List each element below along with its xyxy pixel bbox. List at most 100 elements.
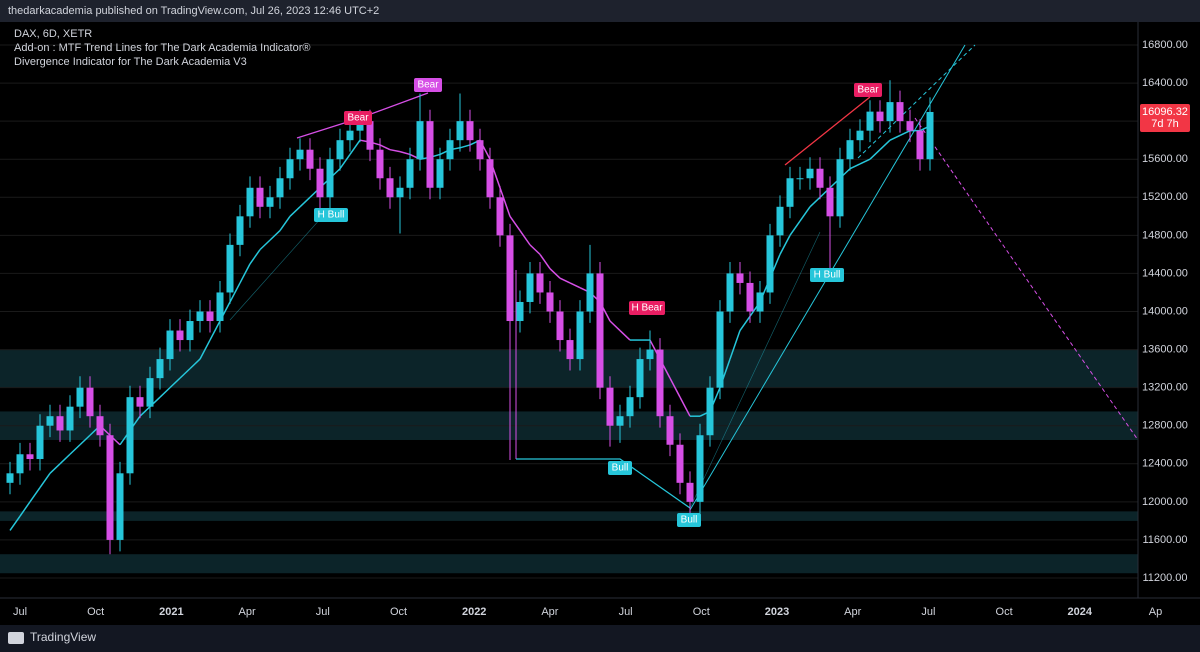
candle-body [546,292,554,312]
ma-segment [9,515,21,531]
candle-body [646,349,654,360]
candle-body [516,301,524,322]
candle-body [236,216,244,245]
candle-body [116,473,124,540]
candle-body [896,102,904,122]
candle-body [376,149,384,179]
candle-body [136,397,144,407]
candle-body [146,378,154,407]
ma-segment [669,377,681,398]
ma-segment [509,215,521,232]
candle-body [296,149,304,160]
candle-body [566,340,574,360]
y-tick-label: 14000.00 [1142,305,1188,317]
legend-indicator: Divergence Indicator for The Dark Academ… [14,56,247,68]
ma-segment [779,235,791,255]
header-text: thedarkacademia published on TradingView… [8,5,379,17]
ma-segment [849,163,861,170]
candle-body [866,111,874,131]
candle-body [666,416,674,445]
candle-body [76,387,84,407]
annotation: Bull [681,515,698,526]
candle-body [96,416,104,436]
candle-body [816,168,824,188]
candle-body [56,416,64,431]
ma-segment [69,444,81,455]
candle-body [796,178,804,180]
candle-body [316,168,324,198]
ma-segment [169,377,181,389]
annotations: Bear Bear H Bull H Bear Bull Bull H Bull… [314,78,882,527]
candle-body [766,235,774,293]
ma-segment [289,206,301,217]
candle-body [526,273,534,302]
ma-segment [29,487,41,503]
zone [0,511,1138,521]
ma-segment [739,315,751,331]
ma-segment [339,154,351,170]
candle-body [286,159,294,179]
x-tick-label: Apr [239,606,256,618]
legend-symbol: DAX, 6D, XETR [14,28,92,40]
candle-body [6,473,14,483]
candle-body [556,311,564,341]
candle-body [306,149,314,169]
candle-body [876,111,884,122]
candle-body [66,406,74,431]
ma-segment [519,230,531,246]
ma-segment [59,453,71,465]
ma-segment [789,220,801,236]
candle-body [806,168,814,179]
x-tick-label: Jul [921,606,935,618]
candle-body [426,121,434,188]
ma-segment [879,139,891,151]
ma-segment [549,268,561,279]
candle-body [716,311,724,388]
ma-segment [19,501,31,517]
y-tick-label: 15200.00 [1142,191,1188,203]
ma-segment [379,144,391,151]
candle-body [216,292,224,322]
candle-body [36,425,44,460]
x-tick-label: Jul [13,606,27,618]
candle-body [856,130,864,141]
ma-segment [209,320,221,341]
candle-body [626,397,634,417]
x-tick-label: Jul [619,606,633,618]
x-tick-label: Oct [390,606,407,618]
candle-body [926,111,934,160]
x-tick-label: 2024 [1068,606,1093,618]
ma-segment [889,134,901,141]
ma-segment [49,463,61,474]
ma-segment [179,368,191,379]
ma-segment [199,339,211,360]
candle-body [436,159,444,188]
x-tick-label: 2023 [765,606,789,618]
x-tick-label: Ap [1149,606,1162,618]
zone [0,554,1138,574]
candle-body [456,121,464,141]
candle-body [726,273,734,312]
candle-body [396,187,404,198]
ma-segment [229,282,241,303]
y-tick-label: 12400.00 [1142,458,1188,470]
annotation: H Bear [631,303,663,314]
ma-segment [249,249,261,265]
ma-segment [609,320,621,332]
footer-brand: TradingView [30,630,96,644]
ma-segment [239,263,251,284]
ma-segment [619,329,631,341]
x-tick-label: Oct [87,606,104,618]
x-tick-label: Oct [693,606,710,618]
ma-segment [499,187,511,217]
ma-segment [279,215,291,232]
candle-body [686,482,694,502]
footer-bar [0,625,1200,652]
y-tick-label: 16400.00 [1142,77,1188,89]
candle-body [366,121,374,150]
candle-body [346,130,354,141]
candle-body [576,311,584,360]
candle-body [46,416,54,426]
candle-body [506,235,514,322]
